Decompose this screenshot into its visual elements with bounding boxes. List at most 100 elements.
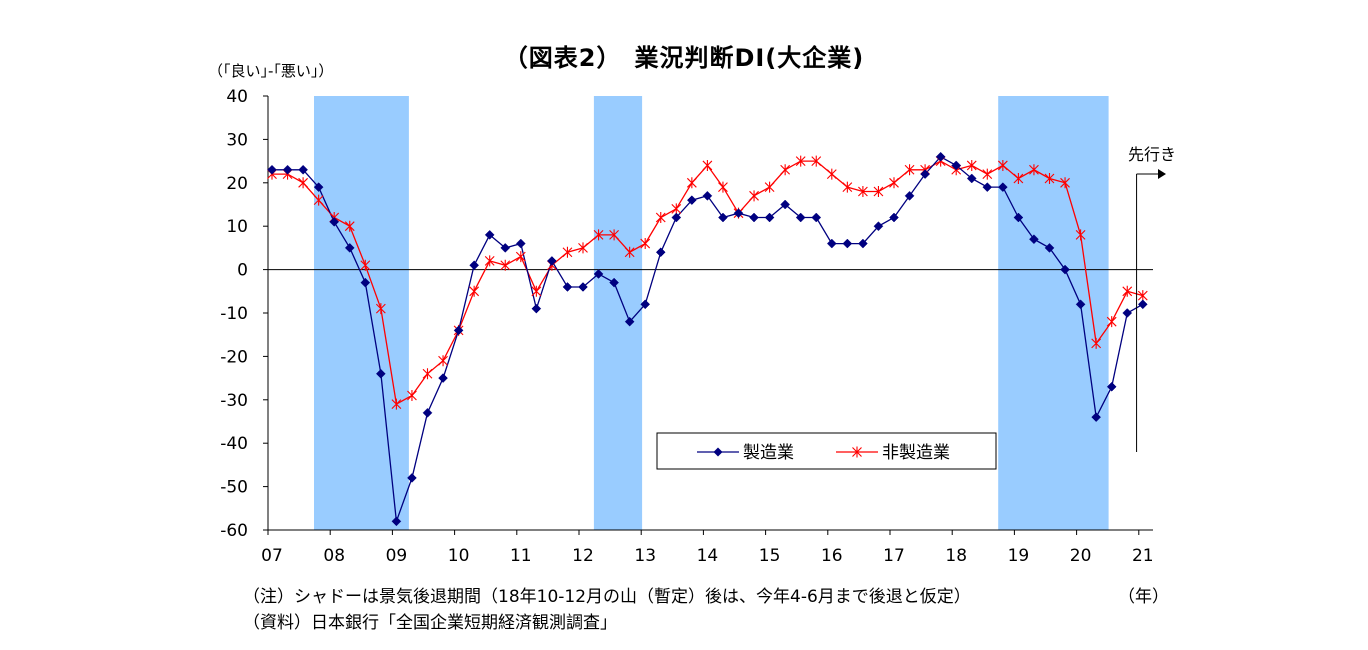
data-point-manufacturing (1044, 243, 1055, 253)
y-tick-label: -50 (220, 478, 248, 498)
data-point-manufacturing (671, 212, 682, 223)
data-point-manufacturing (484, 230, 495, 240)
data-point-manufacturing (1091, 412, 1102, 423)
data-point-non-manufacturing (484, 255, 495, 267)
data-point-manufacturing (531, 303, 542, 314)
data-point-manufacturing (858, 238, 868, 249)
data-point-manufacturing (749, 212, 759, 223)
y-tick-label: 20 (226, 174, 248, 194)
y-tick-label: 10 (226, 217, 248, 237)
x-tick-label: 16 (821, 546, 843, 566)
x-tick-label: 08 (323, 546, 345, 566)
data-point-non-manufacturing (997, 159, 1008, 171)
data-point-manufacturing (547, 256, 557, 266)
data-point-manufacturing (1075, 299, 1086, 310)
x-tick-label: 12 (572, 546, 594, 566)
chart-title: （図表2） 業況判断DI(大企業) (503, 44, 865, 72)
y-tick-label: -20 (220, 347, 248, 367)
data-point-non-manufacturing (842, 181, 853, 193)
data-point-non-manufacturing (531, 285, 542, 297)
data-point-manufacturing (1137, 299, 1148, 310)
data-point-non-manufacturing (1044, 172, 1055, 184)
data-point-non-manufacturing (1060, 177, 1070, 189)
y-tick-label: -30 (220, 391, 248, 411)
data-point-non-manufacturing (1029, 164, 1039, 176)
data-point-non-manufacturing (578, 242, 588, 254)
y-tick-label: -40 (220, 434, 248, 454)
x-tick-label: 19 (1008, 546, 1030, 566)
data-point-non-manufacturing (858, 185, 868, 197)
data-point-non-manufacturing (1091, 337, 1102, 349)
data-point-manufacturing (826, 238, 837, 249)
x-tick-label: 15 (759, 546, 781, 566)
data-point-manufacturing (375, 368, 386, 379)
data-point-manufacturing (935, 151, 946, 162)
data-point-manufacturing (298, 164, 308, 175)
legend (656, 432, 997, 470)
x-tick-label: 11 (510, 546, 532, 566)
data-point-non-manufacturing (1122, 285, 1133, 297)
data-point-non-manufacturing (469, 285, 480, 297)
data-point-non-manufacturing (702, 159, 713, 171)
data-point-non-manufacturing (344, 220, 355, 232)
data-point-non-manufacturing (375, 303, 386, 315)
data-point-non-manufacturing (1075, 229, 1086, 241)
data-point-manufacturing (795, 212, 806, 223)
legend-marker-non-manufacturing (852, 446, 862, 458)
data-point-non-manufacturing (826, 168, 837, 180)
data-point-manufacturing (920, 169, 930, 179)
data-point-non-manufacturing (671, 203, 682, 215)
y-tick-label: -60 (220, 521, 248, 541)
data-point-non-manufacturing (422, 368, 433, 380)
data-point-non-manufacturing (780, 164, 791, 176)
x-tick-label: 07 (261, 546, 283, 566)
data-point-manufacturing (1013, 212, 1024, 223)
data-point-manufacturing (640, 299, 651, 310)
data-point-manufacturing (469, 260, 480, 271)
data-point-manufacturing (624, 316, 635, 327)
data-point-non-manufacturing (562, 246, 573, 258)
data-point-manufacturing (1060, 264, 1070, 275)
data-point-non-manufacturing (515, 251, 526, 263)
data-point-manufacturing (655, 247, 666, 258)
x-tick-label: 17 (883, 546, 905, 566)
data-point-non-manufacturing (889, 177, 899, 189)
data-point-non-manufacturing (438, 355, 448, 367)
data-point-manufacturing (1122, 308, 1133, 318)
data-point-manufacturing (982, 182, 993, 192)
chart-source: （資料）日本銀行「全国企業短期経済観測調査」 (243, 613, 617, 633)
data-point-non-manufacturing (360, 259, 371, 271)
data-point-non-manufacturing (873, 185, 884, 197)
data-point-manufacturing (500, 243, 511, 253)
recession-shade (593, 96, 643, 530)
x-axis-unit: （年） (1118, 587, 1169, 607)
data-point-manufacturing (811, 212, 822, 223)
data-point-manufacturing (904, 190, 915, 201)
data-point-manufacturing (282, 164, 293, 175)
data-point-non-manufacturing (982, 168, 993, 180)
y-axis-label: （｢良い｣-｢悪い｣） (208, 62, 334, 80)
data-point-manufacturing (407, 473, 417, 483)
data-point-non-manufacturing (313, 194, 324, 206)
data-point-non-manufacturing (795, 155, 806, 167)
data-point-non-manufacturing (764, 181, 775, 193)
data-point-manufacturing (733, 208, 744, 219)
data-point-manufacturing (842, 238, 853, 249)
data-point-manufacturing (578, 282, 588, 292)
data-point-manufacturing (889, 212, 899, 223)
data-point-manufacturing (562, 282, 573, 292)
data-point-manufacturing (718, 212, 728, 223)
data-point-non-manufacturing (1137, 290, 1148, 302)
legend-label-manufacturing: 製造業 (743, 443, 794, 463)
data-point-non-manufacturing (811, 155, 822, 167)
data-point-manufacturing (391, 516, 402, 527)
recession-shade (998, 96, 1109, 530)
data-point-non-manufacturing (1013, 172, 1024, 184)
recession-shade (314, 96, 409, 530)
x-tick-label: 13 (634, 546, 656, 566)
data-point-manufacturing (515, 238, 526, 249)
x-tick-label: 14 (697, 546, 719, 566)
data-point-manufacturing (686, 195, 697, 206)
data-point-manufacturing (966, 173, 977, 184)
